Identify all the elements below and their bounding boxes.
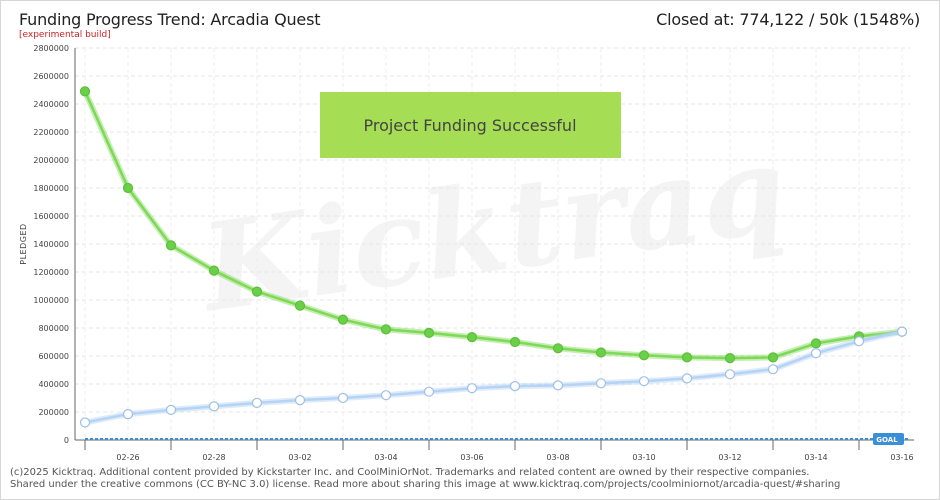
projected-point (122, 182, 134, 194)
pledged-point (853, 336, 865, 347)
y-tick-label: 2400000 (33, 100, 69, 109)
y-tick-label: 600000 (38, 352, 69, 361)
x-tick-label: 03-14 (804, 453, 827, 462)
pledged-line (84, 330, 903, 424)
pledged-point (165, 404, 177, 415)
x-tick-label: 03-12 (718, 453, 741, 462)
x-tick-label: 02-26 (116, 453, 139, 462)
y-tick-label: 2000000 (33, 156, 69, 165)
goal-badge (873, 433, 904, 445)
y-tick-label: 2800000 (33, 44, 69, 53)
y-axis-label: PLEDGED (19, 223, 28, 264)
projected-point (337, 314, 349, 325)
projected-point (595, 347, 607, 358)
projected-point (767, 352, 779, 363)
y-tick-label: 1800000 (33, 184, 69, 193)
projected-point (294, 300, 306, 311)
y-tick-label: 1400000 (33, 240, 69, 249)
y-tick-label: 400000 (38, 380, 69, 389)
y-tick-label: 800000 (38, 324, 69, 333)
footer-license: Shared under the creative commons (CC BY… (10, 479, 841, 490)
pledged-line-glow (84, 328, 903, 426)
pledged-point (767, 364, 779, 375)
projected-point (79, 86, 91, 97)
y-tick-label: 1600000 (33, 212, 69, 221)
pledged-point (337, 392, 349, 404)
x-tick-label: 03-10 (632, 453, 655, 462)
pledged-point (466, 383, 478, 394)
projected-point (466, 332, 478, 343)
pledged-point (724, 369, 736, 380)
projected-point (423, 327, 435, 338)
projected-point (380, 324, 392, 335)
x-tick-label: 03-16 (890, 453, 913, 462)
projected-point (165, 240, 177, 251)
footer-copyright: (c)2025 Kicktraq. Additional content pro… (10, 467, 810, 478)
projected-line (83, 90, 903, 360)
y-tick-label: 2600000 (33, 72, 69, 81)
pledged-point (681, 373, 693, 384)
pledged-point (122, 409, 134, 420)
projected-point (681, 352, 693, 363)
axes: 0 200000 400000 600000 800000 1000000 1200000 1… (33, 44, 914, 462)
y-tick-label: 1200000 (33, 268, 69, 277)
x-tick-label: 03-06 (460, 453, 483, 462)
pledged-point (552, 380, 564, 391)
projected-point (638, 350, 650, 361)
chart-title: Funding Progress Trend: Arcadia Quest (19, 10, 321, 29)
y-tick-label: 2200000 (33, 128, 69, 137)
pledged-point (294, 395, 306, 406)
footer: (c)2025 Kicktraq. Additional content pro… (10, 467, 840, 491)
pledged-point (896, 326, 908, 337)
y-tick-label: 1000000 (33, 296, 69, 305)
goal-label: GOAL (876, 436, 898, 444)
grid (75, 47, 910, 441)
goal-line-group: GOAL (85, 433, 910, 445)
x-tick-label: 03-04 (374, 453, 397, 462)
pledged-point (810, 348, 822, 359)
build-note: [experimental build] (19, 30, 111, 40)
projected-point (251, 286, 263, 297)
success-banner: Project Funding Successful (320, 92, 621, 158)
projected-point (552, 343, 564, 354)
projected-point (208, 265, 220, 276)
pledged-point (595, 378, 607, 389)
x-tick-label: 03-02 (288, 453, 311, 462)
series-group (79, 86, 908, 428)
projected-point (810, 338, 822, 349)
pledged-point (208, 401, 220, 412)
y-tick-label: 0 (64, 436, 69, 445)
pledged-point (509, 381, 521, 392)
pledged-point (423, 386, 435, 397)
pledged-point (251, 397, 263, 408)
projected-point (724, 353, 736, 364)
success-banner-box (320, 92, 621, 158)
x-tick-label: 03-08 (546, 453, 569, 462)
pledged-point (638, 376, 650, 387)
y-tick-label: 200000 (38, 408, 69, 417)
success-banner-text: Project Funding Successful (363, 116, 576, 135)
x-tick-label: 02-28 (202, 453, 225, 462)
closed-at-summary: Closed at: 774,122 / 50k (1548%) (656, 10, 920, 29)
projected-point (509, 336, 521, 348)
pledged-point (380, 390, 392, 401)
pledged-point (79, 417, 91, 428)
